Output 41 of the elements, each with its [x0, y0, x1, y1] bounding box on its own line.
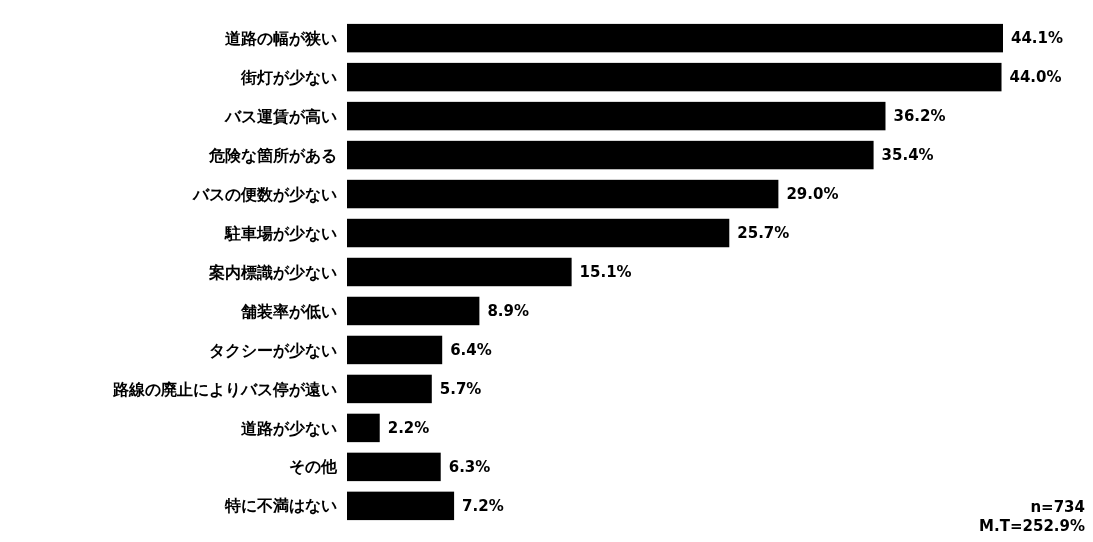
y-tick-label: 危険な箇所がある — [208, 145, 337, 165]
y-tick-label: バス運賃が高い — [224, 106, 337, 126]
data-label: 29.0% — [786, 185, 839, 204]
data-label: 8.9% — [487, 302, 529, 321]
y-tick-label: 道路の幅が狭い — [225, 28, 337, 48]
bar — [347, 374, 432, 404]
data-label: 15.1% — [579, 263, 632, 282]
text: n=734 — [1030, 498, 1085, 516]
y-tick-label: 路線の廃止によりバス停が遠い — [112, 379, 337, 399]
y-tick-label: その他 — [289, 457, 338, 477]
data-label: 7.2% — [462, 497, 504, 516]
data-label: 6.4% — [450, 341, 492, 360]
y-tick-label: 街灯が少ない — [240, 67, 337, 87]
data-label: 6.3% — [448, 458, 491, 477]
bar — [347, 491, 455, 521]
y-tick-label: 案内標識が少ない — [208, 262, 337, 282]
y-tick-label: 舗装率が低い — [240, 301, 337, 321]
bar — [347, 218, 730, 248]
data-label: 36.2% — [893, 107, 946, 126]
data-label: 44.0% — [1009, 68, 1062, 87]
bar — [347, 335, 443, 365]
y-tick-label: 道路が少ない — [241, 418, 337, 438]
data-label: 5.7% — [439, 380, 482, 399]
data-label: 35.4% — [881, 146, 934, 165]
y-tick-label: タクシーが少ない — [209, 340, 337, 360]
y-tick-label: 特に不満はない — [224, 496, 337, 516]
data-label: 25.7% — [737, 224, 790, 243]
bar — [347, 257, 572, 287]
bar — [347, 413, 380, 443]
bar — [347, 62, 1002, 92]
data-label: 44.1% — [1011, 29, 1064, 48]
bar — [347, 101, 886, 131]
bar — [347, 296, 480, 326]
data-label: 2.2% — [387, 419, 430, 438]
y-tick-label: 駐車場が少ない — [224, 223, 337, 243]
y-tick-label: バスの便数が少ない — [192, 184, 337, 204]
bar — [347, 23, 1003, 53]
bar — [347, 140, 874, 170]
bar — [347, 452, 441, 482]
annotation: M.T=252.9% — [979, 517, 1085, 535]
bar — [347, 179, 779, 209]
